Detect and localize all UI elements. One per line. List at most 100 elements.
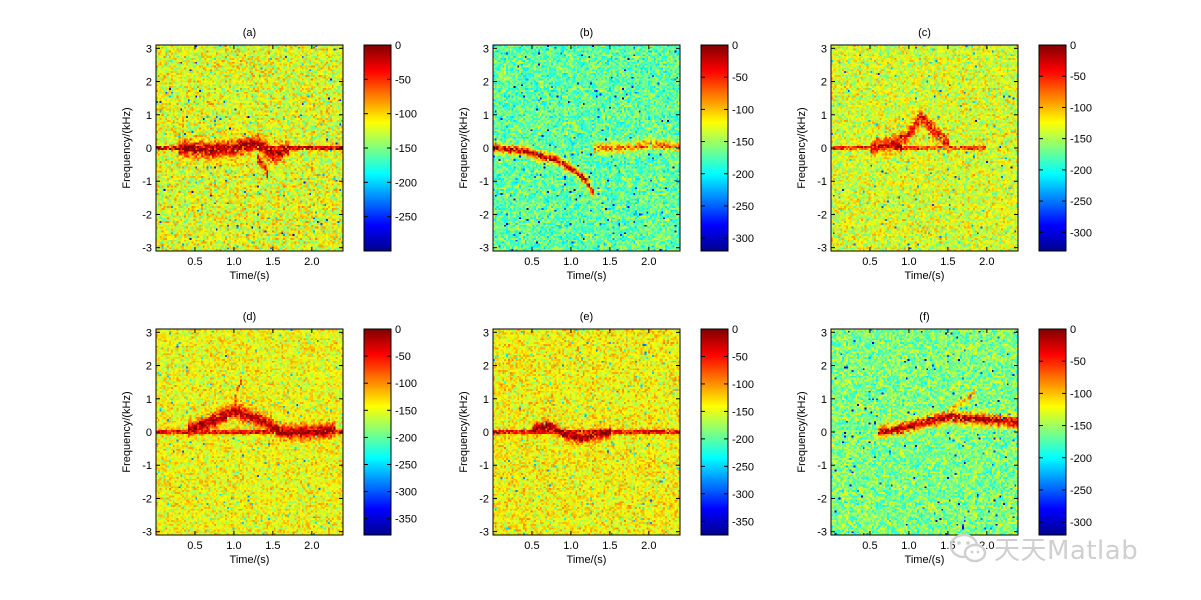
colorbar-tick-label: -150 xyxy=(395,143,417,155)
y-tick-label: -2 xyxy=(479,209,489,221)
spectrogram-image xyxy=(493,45,680,251)
colorbar-tick-label: -100 xyxy=(1070,102,1092,114)
colorbar-tick-label: -50 xyxy=(732,72,748,84)
colorbar xyxy=(364,45,391,251)
y-tick-label: -2 xyxy=(817,209,827,221)
y-tick-label: 0 xyxy=(483,427,489,439)
y-axis-label: Frequency/(kHz) xyxy=(121,107,133,188)
y-tick-label: -3 xyxy=(817,243,827,255)
colorbar xyxy=(701,45,728,251)
x-axis-label: Time/(s) xyxy=(230,270,270,282)
y-tick-label: -1 xyxy=(142,176,152,188)
subplot-d: (d) 0.5 1.0 1.5 2.0 3 2 1 0 -1 -2 -3 Time/(s) Frequen… xyxy=(121,311,417,566)
subplot-title: (d) xyxy=(243,311,256,323)
x-tick-label: 1.0 xyxy=(563,256,578,268)
x-tick-label: 0.5 xyxy=(187,256,202,268)
subplot-title: (c) xyxy=(918,27,931,39)
y-tick-label: 3 xyxy=(483,327,489,339)
y-tick-label: -3 xyxy=(142,243,152,255)
colorbar-tick-label: -250 xyxy=(395,460,417,472)
colorbar-frame xyxy=(363,328,392,536)
colorbar-tick-label: -100 xyxy=(732,104,754,116)
spectrogram-image xyxy=(156,45,343,251)
subplot-title: (f) xyxy=(919,311,929,323)
spectrogram-image xyxy=(493,329,680,535)
x-axis-label: Time/(s) xyxy=(230,554,270,566)
y-tick-label: -2 xyxy=(479,493,489,505)
y-tick-label: -3 xyxy=(817,527,827,539)
colorbar-tick-label: -50 xyxy=(1070,71,1086,83)
colorbar-tick-label: -250 xyxy=(732,461,754,473)
y-tick-label: 2 xyxy=(821,361,827,373)
x-tick-label: 0.5 xyxy=(187,540,202,552)
colorbar-tick-label: 0 xyxy=(395,40,401,52)
x-tick-label: 1.0 xyxy=(901,540,916,552)
y-tick-label: -3 xyxy=(142,527,152,539)
colorbar-tick-label: -300 xyxy=(732,233,754,245)
y-axis-label: Frequency/(kHz) xyxy=(121,391,133,472)
y-tick-label: 1 xyxy=(146,394,152,406)
x-tick-label: 1.5 xyxy=(940,256,955,268)
y-tick-label: 3 xyxy=(146,43,152,55)
y-tick-label: 2 xyxy=(821,77,827,89)
y-tick-label: 0 xyxy=(483,143,489,155)
y-tick-label: 1 xyxy=(821,394,827,406)
colorbar-frame xyxy=(1038,328,1067,536)
colorbar-tick-label: -100 xyxy=(395,378,417,390)
x-tick-label: 2.0 xyxy=(304,540,319,552)
y-tick-label: 3 xyxy=(146,327,152,339)
colorbar-tick-label: -300 xyxy=(1070,517,1092,529)
colorbar-tick-label: -100 xyxy=(1070,388,1092,400)
spectrogram-image xyxy=(831,329,1018,535)
colorbar-tick-label: -200 xyxy=(1070,453,1092,465)
colorbar xyxy=(1039,329,1066,535)
subplot-b: (b) 0.5 1.0 1.5 2.0 3 2 1 0 -1 -2 -3 Time/(s) Frequen… xyxy=(458,27,754,282)
x-tick-label: 2.0 xyxy=(304,256,319,268)
x-axis-label: Time/(s) xyxy=(905,554,945,566)
y-axis-label: Frequency/(kHz) xyxy=(458,391,470,472)
colorbar-tick-label: -150 xyxy=(1070,134,1092,146)
y-tick-label: -2 xyxy=(817,493,827,505)
y-tick-label: 3 xyxy=(821,43,827,55)
colorbar-tick-label: -50 xyxy=(395,74,411,86)
colorbar-tick-label: 0 xyxy=(732,324,738,336)
x-tick-label: 1.0 xyxy=(226,256,241,268)
colorbar-tick-label: -150 xyxy=(395,405,417,417)
colorbar-tick-label: 0 xyxy=(395,324,401,336)
y-tick-label: 3 xyxy=(483,43,489,55)
colorbar-tick-label: -200 xyxy=(1070,165,1092,177)
colorbar-tick-label: -300 xyxy=(395,487,417,499)
colorbar-tick-label: -200 xyxy=(395,432,417,444)
colorbar-tick-label: -50 xyxy=(1070,356,1086,368)
y-tick-label: -2 xyxy=(142,209,152,221)
x-tick-label: 1.5 xyxy=(265,540,280,552)
x-tick-label: 1.5 xyxy=(602,256,617,268)
y-axis-label: Frequency/(kHz) xyxy=(796,391,808,472)
y-tick-label: 1 xyxy=(483,110,489,122)
y-tick-label: -1 xyxy=(817,460,827,472)
colorbar-frame xyxy=(700,44,729,252)
x-axis-label: Time/(s) xyxy=(567,554,607,566)
y-tick-label: 3 xyxy=(821,327,827,339)
colorbar-tick-label: -100 xyxy=(395,109,417,121)
x-tick-label: 1.5 xyxy=(602,540,617,552)
y-tick-label: 1 xyxy=(821,110,827,122)
y-tick-label: -3 xyxy=(479,527,489,539)
colorbar-tick-label: 0 xyxy=(1070,40,1076,52)
y-tick-label: 2 xyxy=(146,77,152,89)
colorbar xyxy=(1039,45,1066,251)
colorbar-tick-label: -250 xyxy=(1070,196,1092,208)
colorbar-tick-label: -300 xyxy=(1070,227,1092,239)
colorbar-tick-label: -300 xyxy=(732,489,754,501)
y-tick-label: -3 xyxy=(479,243,489,255)
y-tick-label: 0 xyxy=(146,427,152,439)
x-tick-label: 2.0 xyxy=(641,540,656,552)
colorbar xyxy=(701,329,728,535)
subplot-title: (b) xyxy=(580,27,593,39)
subplot-c: (c) 0.5 1.0 1.5 2.0 3 2 1 0 -1 -2 -3 Time/(s) Frequen… xyxy=(796,27,1092,282)
subplot-title: (a) xyxy=(243,27,256,39)
y-tick-label: 2 xyxy=(146,361,152,373)
x-tick-label: 1.0 xyxy=(226,540,241,552)
subplot-a: (a) 0.5 1.0 1.5 2.0 3 2 1 0 -1 -2 -3 Time/(s) Frequen… xyxy=(121,27,417,282)
